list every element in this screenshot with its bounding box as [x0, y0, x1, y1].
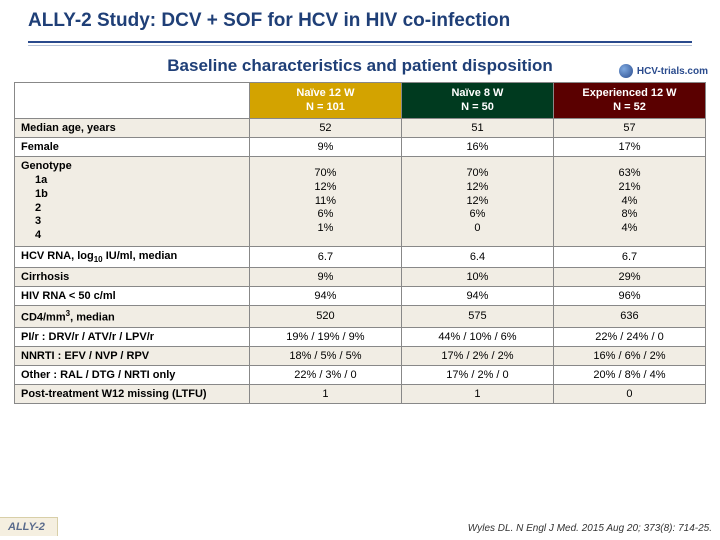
cell: 22% / 24% / 0: [553, 327, 705, 346]
logo-text: HCV-trials.com: [637, 66, 708, 77]
row-label: Genotype1a1b234: [15, 157, 250, 247]
site-logo: HCV-trials.com: [619, 64, 708, 78]
cell: 1: [401, 384, 553, 403]
cell: 94%: [401, 286, 553, 305]
cell: 10%: [401, 267, 553, 286]
col-naive-8w: Naïve 8 WN = 50: [401, 82, 553, 119]
cell: 1: [249, 384, 401, 403]
cell: 17%: [553, 138, 705, 157]
cell: 6.7: [249, 246, 401, 267]
cell: 96%: [553, 286, 705, 305]
cell: 18% / 5% / 5%: [249, 346, 401, 365]
header-empty-cell: [15, 82, 250, 119]
table-row: HIV RNA < 50 c/ml94%94%96%: [15, 286, 706, 305]
cell: 9%: [249, 138, 401, 157]
cell: 575: [401, 305, 553, 327]
cell: 52: [249, 119, 401, 138]
col-naive-12w: Naïve 12 WN = 101: [249, 82, 401, 119]
cell: 9%: [249, 267, 401, 286]
cell: 29%: [553, 267, 705, 286]
table-row: NNRTI : EFV / NVP / RPV18% / 5% / 5%17% …: [15, 346, 706, 365]
footer-study-tag: ALLY-2: [0, 517, 58, 536]
title-rule-1: [28, 41, 692, 43]
table-row: Genotype1a1b23470%12%11%6%1%70%12%12%6%0…: [15, 157, 706, 247]
table-header-row: Naïve 12 WN = 101 Naïve 8 WN = 50 Experi…: [15, 82, 706, 119]
slide-subtitle: Baseline characteristics and patient dis…: [0, 56, 720, 76]
baseline-table-wrap: Naïve 12 WN = 101 Naïve 8 WN = 50 Experi…: [0, 76, 720, 404]
cell: 636: [553, 305, 705, 327]
cell: 16%: [401, 138, 553, 157]
row-label: CD4/mm3, median: [15, 305, 250, 327]
cell: 22% / 3% / 0: [249, 365, 401, 384]
footer-citation: Wyles DL. N Engl J Med. 2015 Aug 20; 373…: [468, 523, 712, 534]
row-label: HIV RNA < 50 c/ml: [15, 286, 250, 305]
row-label: Median age, years: [15, 119, 250, 138]
table-row: Median age, years525157: [15, 119, 706, 138]
row-label: Cirrhosis: [15, 267, 250, 286]
col-experienced-12w: Experienced 12 WN = 52: [553, 82, 705, 119]
table-row: Post-treatment W12 missing (LTFU)110: [15, 384, 706, 403]
cell: 17% / 2% / 0: [401, 365, 553, 384]
row-label: HCV RNA, log10 IU/ml, median: [15, 246, 250, 267]
table-row: HCV RNA, log10 IU/ml, median6.76.46.7: [15, 246, 706, 267]
cell: 20% / 8% / 4%: [553, 365, 705, 384]
cell: 19% / 19% / 9%: [249, 327, 401, 346]
table-row: Female9%16%17%: [15, 138, 706, 157]
table-row: Other : RAL / DTG / NRTI only22% / 3% / …: [15, 365, 706, 384]
baseline-table: Naïve 12 WN = 101 Naïve 8 WN = 50 Experi…: [14, 82, 706, 404]
cell: 17% / 2% / 2%: [401, 346, 553, 365]
table-row: Cirrhosis9%10%29%: [15, 267, 706, 286]
slide-footer: ALLY-2 Wyles DL. N Engl J Med. 2015 Aug …: [0, 516, 720, 536]
cell: 44% / 10% / 6%: [401, 327, 553, 346]
title-rule-2: [28, 45, 692, 46]
row-label: Female: [15, 138, 250, 157]
slide-header: ALLY-2 Study: DCV + SOF for HCV in HIV c…: [0, 0, 720, 37]
cell: 6.7: [553, 246, 705, 267]
cell: 0: [553, 384, 705, 403]
globe-icon: [619, 64, 633, 78]
cell: 520: [249, 305, 401, 327]
slide-title: ALLY-2 Study: DCV + SOF for HCV in HIV c…: [28, 10, 692, 33]
row-label: NNRTI : EFV / NVP / RPV: [15, 346, 250, 365]
cell: 63%21%4%8%4%: [553, 157, 705, 247]
cell: 70%12%12%6%0: [401, 157, 553, 247]
cell: 57: [553, 119, 705, 138]
row-label: Other : RAL / DTG / NRTI only: [15, 365, 250, 384]
table-row: PI/r : DRV/r / ATV/r / LPV/r19% / 19% / …: [15, 327, 706, 346]
cell: 70%12%11%6%1%: [249, 157, 401, 247]
table-body: Median age, years525157Female9%16%17%Gen…: [15, 119, 706, 403]
cell: 51: [401, 119, 553, 138]
cell: 6.4: [401, 246, 553, 267]
row-label: PI/r : DRV/r / ATV/r / LPV/r: [15, 327, 250, 346]
cell: 16% / 6% / 2%: [553, 346, 705, 365]
cell: 94%: [249, 286, 401, 305]
row-label: Post-treatment W12 missing (LTFU): [15, 384, 250, 403]
table-row: CD4/mm3, median520575636: [15, 305, 706, 327]
